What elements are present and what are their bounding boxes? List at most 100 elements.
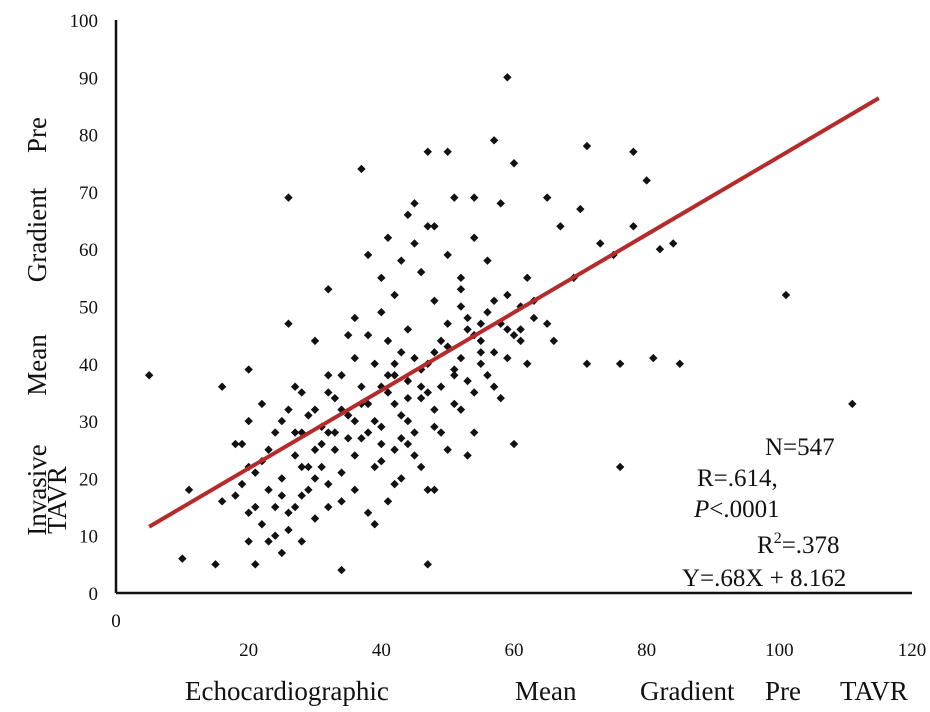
data-point (410, 451, 419, 460)
data-point (330, 393, 340, 403)
data-point (244, 416, 253, 426)
data-point (489, 348, 499, 357)
data-point (509, 159, 519, 168)
data-point (397, 474, 406, 483)
data-point (290, 502, 300, 512)
x-axis-title: Echocardiographic Mean Gradient Pre TAVR (185, 676, 908, 706)
data-point (383, 371, 393, 380)
data-point (304, 411, 313, 420)
y-tick-label: 100 (70, 11, 99, 32)
x-axis-title-word: TAVR (840, 676, 908, 706)
axes (114, 20, 912, 595)
data-point (377, 439, 386, 449)
data-point (582, 141, 592, 151)
data-point (357, 382, 366, 391)
data-point (271, 531, 280, 540)
data-point (450, 193, 459, 202)
data-point (324, 502, 333, 512)
data-point (436, 336, 446, 346)
data-point (781, 290, 791, 300)
data-point (476, 336, 486, 346)
data-point (337, 497, 346, 506)
data-point (669, 239, 678, 248)
y-axis-title-word: Gradient (22, 187, 52, 282)
data-point (257, 399, 267, 409)
data-point (443, 250, 452, 260)
y-tick-label: 60 (79, 240, 98, 261)
data-point (304, 485, 313, 495)
data-point (443, 147, 452, 156)
data-point (277, 416, 287, 426)
data-point (350, 416, 359, 426)
data-point (330, 428, 340, 437)
annotation-n: N=547 (765, 434, 835, 461)
data-point (290, 451, 300, 460)
data-point (463, 451, 472, 460)
y-tick-label: 30 (79, 412, 98, 433)
data-point (476, 359, 486, 368)
annotation-p-letter: P (693, 496, 709, 523)
data-point (542, 319, 552, 328)
data-point (370, 416, 379, 426)
data-point (403, 439, 413, 449)
data-point (377, 308, 386, 317)
data-point (483, 256, 492, 265)
x-tick-label: 100 (765, 640, 794, 661)
data-point (496, 199, 505, 208)
y-tick-label: 40 (79, 355, 98, 376)
x-tick-labels: 20 40 60 80 100 120 (239, 640, 926, 661)
data-point (463, 313, 472, 323)
data-point (509, 330, 519, 340)
data-point (456, 405, 466, 414)
data-point (523, 359, 532, 368)
data-point (310, 336, 320, 346)
data-point (410, 428, 419, 437)
data-point (350, 313, 359, 323)
x-axis-title-word: Echocardiographic (185, 676, 389, 706)
data-point (615, 462, 625, 472)
data-point (456, 273, 466, 283)
data-point (576, 204, 585, 214)
data-point (423, 388, 432, 397)
data-point (244, 508, 253, 517)
data-point (629, 222, 638, 231)
data-point (277, 548, 287, 558)
data-point (542, 193, 552, 202)
annotation-r: R=.614, (697, 465, 778, 492)
data-point (397, 348, 406, 357)
data-point (423, 147, 432, 156)
data-point (416, 462, 426, 472)
data-point (430, 485, 439, 495)
x-axis-title-word: Mean (515, 676, 577, 706)
data-point (390, 479, 399, 489)
data-point (324, 285, 333, 294)
data-point (277, 474, 287, 483)
data-point (629, 147, 638, 156)
data-point (343, 330, 353, 340)
data-point (496, 393, 505, 403)
data-point (470, 428, 479, 437)
data-point (642, 176, 651, 185)
x-axis-title-word: Pre (765, 676, 801, 706)
data-point (483, 371, 492, 380)
data-point (217, 382, 227, 391)
data-point (297, 462, 306, 472)
data-point (410, 353, 419, 363)
data-point (350, 485, 359, 495)
data-point (217, 497, 227, 506)
data-point (324, 428, 333, 437)
y-axis-title-word: Mean (22, 334, 52, 396)
data-point (363, 330, 373, 340)
x-tick-label: 80 (637, 640, 656, 661)
data-point (231, 491, 240, 500)
data-point (251, 468, 260, 477)
data-point (416, 267, 426, 277)
data-point (271, 502, 280, 512)
data-point (476, 348, 486, 357)
data-point (390, 290, 399, 300)
data-point (251, 502, 260, 512)
data-point (350, 451, 359, 460)
stats-annotations: N=547 R=.614, P<.0001 R2=.378 Y=.68X + 8… (682, 434, 846, 592)
x-tick-label: 40 (372, 640, 391, 661)
